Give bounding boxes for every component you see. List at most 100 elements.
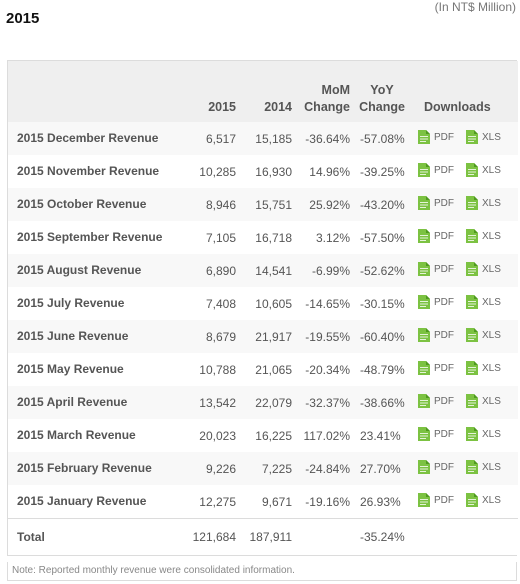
table-row: 2015 February Revenue 9,226 7,225 -24.84% 27… bbox=[8, 452, 518, 485]
value-2014: 15,185 bbox=[255, 131, 292, 146]
value-2015: 7,105 bbox=[205, 230, 236, 245]
value-2015: 6,517 bbox=[205, 131, 236, 146]
pdf-download-link[interactable]: PDF bbox=[418, 130, 454, 144]
table-row: 2015 January Revenue 12,275 9,671 -19.16% 26… bbox=[8, 485, 518, 519]
downloads-cell: PDF XLS bbox=[410, 188, 518, 221]
xls-download-link[interactable]: XLS bbox=[466, 493, 501, 507]
table-row: 2015 March Revenue 20,023 16,225 117.02% 23.… bbox=[8, 419, 518, 452]
pdf-download-link[interactable]: PDF bbox=[418, 361, 454, 375]
xls-download-link[interactable]: XLS bbox=[466, 361, 501, 375]
table-row: 2015 June Revenue 8,679 21,917 -19.55% -60.4… bbox=[8, 320, 518, 353]
row-name: 2015 February Revenue bbox=[17, 461, 152, 475]
pdf-label: PDF bbox=[434, 428, 454, 440]
downloads-cell: PDF XLS bbox=[410, 287, 518, 320]
value-2014: 9,671 bbox=[261, 494, 292, 509]
yoy-change: -38.66% bbox=[360, 395, 405, 410]
mom-change: -24.84% bbox=[305, 461, 350, 476]
xls-download-link[interactable]: XLS bbox=[466, 163, 501, 177]
downloads-cell: PDF XLS bbox=[410, 320, 518, 353]
downloads-cell: PDF XLS bbox=[410, 254, 518, 287]
col-header-2014: 2014 bbox=[264, 100, 292, 114]
value-2015: 8,679 bbox=[205, 329, 236, 344]
row-name: 2015 November Revenue bbox=[17, 164, 160, 178]
value-2015: 12,275 bbox=[199, 494, 236, 509]
downloads-cell: PDF XLS bbox=[410, 386, 518, 419]
pdf-download-link[interactable]: PDF bbox=[418, 493, 454, 507]
col-header-name bbox=[8, 61, 188, 122]
xls-label: XLS bbox=[482, 494, 501, 506]
pdf-label: PDF bbox=[434, 461, 454, 473]
row-name: 2015 October Revenue bbox=[17, 197, 147, 211]
revenue-table-container: 2015 2014 MoM Change YoY Change Download… bbox=[7, 60, 518, 556]
xls-label: XLS bbox=[482, 131, 501, 143]
downloads-cell: PDF XLS bbox=[410, 485, 518, 519]
xls-file-icon bbox=[466, 130, 478, 144]
pdf-file-icon bbox=[418, 196, 430, 210]
yoy-change: -52.62% bbox=[360, 263, 405, 278]
value-2014: 7,225 bbox=[261, 461, 292, 476]
yoy-change: 27.70% bbox=[360, 461, 401, 476]
downloads-cell: PDF XLS bbox=[410, 221, 518, 254]
yoy-change: -39.25% bbox=[360, 164, 405, 179]
value-2015: 8,946 bbox=[205, 197, 236, 212]
xls-download-link[interactable]: XLS bbox=[466, 196, 501, 210]
value-2014: 10,605 bbox=[255, 296, 292, 311]
pdf-download-link[interactable]: PDF bbox=[418, 460, 454, 474]
xls-download-link[interactable]: XLS bbox=[466, 460, 501, 474]
downloads-cell: PDF XLS bbox=[410, 122, 518, 155]
mom-change: -19.16% bbox=[305, 494, 350, 509]
pdf-download-link[interactable]: PDF bbox=[418, 262, 454, 276]
pdf-file-icon bbox=[418, 427, 430, 441]
pdf-download-link[interactable]: PDF bbox=[418, 196, 454, 210]
value-2015: 10,285 bbox=[199, 164, 236, 179]
pdf-download-link[interactable]: PDF bbox=[418, 394, 454, 408]
xls-download-link[interactable]: XLS bbox=[466, 130, 501, 144]
table-body: 2015 December Revenue 6,517 15,185 -36.64% -… bbox=[8, 122, 518, 555]
col-header-downloads: Downloads bbox=[424, 100, 491, 114]
yoy-change: -60.40% bbox=[360, 329, 405, 344]
value-2014: 16,930 bbox=[255, 164, 292, 179]
xls-download-link[interactable]: XLS bbox=[466, 229, 501, 243]
xls-download-link[interactable]: XLS bbox=[466, 262, 501, 276]
value-2015: 6,890 bbox=[205, 263, 236, 278]
row-name: 2015 December Revenue bbox=[17, 131, 159, 145]
year-title: 2015 bbox=[6, 10, 40, 27]
pdf-download-link[interactable]: PDF bbox=[418, 295, 454, 309]
table-row: 2015 July Revenue 7,408 10,605 -14.65% -30.1… bbox=[8, 287, 518, 320]
table-total-row: Total 121,684 187,911 -35.24% bbox=[8, 518, 518, 555]
pdf-download-link[interactable]: PDF bbox=[418, 229, 454, 243]
table-row: 2015 September Revenue 7,105 16,718 3.12% -5… bbox=[8, 221, 518, 254]
yoy-change: -57.50% bbox=[360, 230, 405, 245]
value-2014: 16,225 bbox=[255, 428, 292, 443]
xls-file-icon bbox=[466, 361, 478, 375]
xls-download-link[interactable]: XLS bbox=[466, 427, 501, 441]
footnote: Note: Reported monthly revenue were cons… bbox=[7, 562, 517, 581]
table-row: 2015 October Revenue 8,946 15,751 25.92% -43… bbox=[8, 188, 518, 221]
xls-download-link[interactable]: XLS bbox=[466, 394, 501, 408]
xls-file-icon bbox=[466, 262, 478, 276]
xls-label: XLS bbox=[482, 329, 501, 341]
pdf-file-icon bbox=[418, 394, 430, 408]
total-label: Total bbox=[8, 518, 188, 555]
xls-file-icon bbox=[466, 328, 478, 342]
mom-change: -19.55% bbox=[305, 329, 350, 344]
pdf-file-icon bbox=[418, 229, 430, 243]
xls-label: XLS bbox=[482, 461, 501, 473]
pdf-download-link[interactable]: PDF bbox=[418, 427, 454, 441]
table-row: 2015 December Revenue 6,517 15,185 -36.64% -… bbox=[8, 122, 518, 155]
mom-change: 117.02% bbox=[303, 428, 350, 443]
pdf-file-icon bbox=[418, 460, 430, 474]
pdf-file-icon bbox=[418, 262, 430, 276]
pdf-download-link[interactable]: PDF bbox=[418, 328, 454, 342]
pdf-label: PDF bbox=[434, 164, 454, 176]
xls-file-icon bbox=[466, 427, 478, 441]
pdf-label: PDF bbox=[434, 395, 454, 407]
pdf-file-icon bbox=[418, 328, 430, 342]
xls-label: XLS bbox=[482, 230, 501, 242]
value-2015: 9,226 bbox=[205, 461, 236, 476]
xls-download-link[interactable]: XLS bbox=[466, 328, 501, 342]
xls-download-link[interactable]: XLS bbox=[466, 295, 501, 309]
xls-label: XLS bbox=[482, 296, 501, 308]
pdf-download-link[interactable]: PDF bbox=[418, 163, 454, 177]
downloads-cell: PDF XLS bbox=[410, 452, 518, 485]
